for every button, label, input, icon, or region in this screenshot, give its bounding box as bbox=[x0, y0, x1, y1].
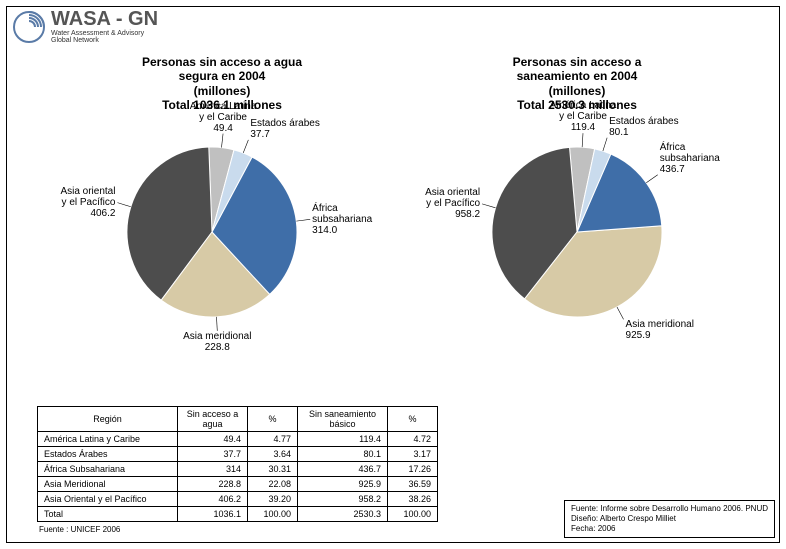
org-sub1: Water Assessment & Advisory bbox=[51, 30, 158, 37]
table-source: Fuente : UNICEF 2006 bbox=[39, 525, 120, 534]
table-row: Total1036.1100.002530.3100.00 bbox=[38, 507, 438, 522]
table-cell: 436.7 bbox=[298, 462, 388, 477]
table-cell: 38.26 bbox=[388, 492, 438, 507]
table-header: Región bbox=[38, 407, 178, 432]
org-name: WASA - GN bbox=[51, 9, 158, 30]
table-cell: 958.2 bbox=[298, 492, 388, 507]
table-row: Estados Árabes37.73.6480.13.17 bbox=[38, 447, 438, 462]
table-cell: 22.08 bbox=[248, 477, 298, 492]
table-header: Sin acceso a agua bbox=[178, 407, 248, 432]
table-cell: 4.77 bbox=[248, 432, 298, 447]
slice-label-arab: Estados árabes80.1 bbox=[609, 116, 679, 138]
table-header: % bbox=[388, 407, 438, 432]
table-cell: 1036.1 bbox=[178, 507, 248, 522]
credit-source: Fuente: Informe sobre Desarrollo Humano … bbox=[571, 504, 768, 514]
table-header: Sin saneamiento básico bbox=[298, 407, 388, 432]
org-sub2: Global Network bbox=[51, 37, 158, 44]
table-row: Asia Oriental y el Pacífico406.239.20958… bbox=[38, 492, 438, 507]
table-row: América Latina y Caribe49.44.77119.44.72 bbox=[38, 432, 438, 447]
pie-water: América Latinay el Caribe49.4Asia orient… bbox=[47, 117, 377, 357]
table-cell: 30.31 bbox=[248, 462, 298, 477]
table-cell: 36.59 bbox=[388, 477, 438, 492]
table-cell: 100.00 bbox=[388, 507, 438, 522]
table-cell: 925.9 bbox=[298, 477, 388, 492]
slice-label-eap: Asia orientaly el Pacífico958.2 bbox=[390, 187, 480, 220]
table-cell: Asia Oriental y el Pacífico bbox=[38, 492, 178, 507]
table-cell: 3.64 bbox=[248, 447, 298, 462]
table-cell: 37.7 bbox=[178, 447, 248, 462]
table-cell: 406.2 bbox=[178, 492, 248, 507]
slice-label-sasia: Asia meridional925.9 bbox=[626, 319, 694, 341]
slice-label-sasia: Asia meridional228.8 bbox=[172, 331, 262, 353]
slice-label-arab: Estados árabes37.7 bbox=[250, 118, 320, 140]
table-cell: 228.8 bbox=[178, 477, 248, 492]
table-cell: África Subsahariana bbox=[38, 462, 178, 477]
pie-svg bbox=[47, 117, 377, 357]
slice-label-eap: Asia orientaly el Pacífico406.2 bbox=[25, 186, 115, 219]
slice-label-ssa: Áfricasubsahariana436.7 bbox=[660, 142, 720, 175]
table-cell: 119.4 bbox=[298, 432, 388, 447]
table-row: Asia Meridional228.822.08925.936.59 bbox=[38, 477, 438, 492]
org-logo: WASA - GN Water Assessment & Advisory Gl… bbox=[11, 9, 158, 45]
credit-design: Diseño: Alberto Crespo Milliet bbox=[571, 514, 768, 524]
data-table: RegiónSin acceso a agua%Sin saneamiento … bbox=[37, 406, 438, 522]
table-cell: 17.26 bbox=[388, 462, 438, 477]
table-cell: 2530.3 bbox=[298, 507, 388, 522]
table-cell: Total bbox=[38, 507, 178, 522]
table-cell: 49.4 bbox=[178, 432, 248, 447]
credit-date: Fecha: 2006 bbox=[571, 524, 768, 534]
table-cell: 39.20 bbox=[248, 492, 298, 507]
table-cell: Estados Árabes bbox=[38, 447, 178, 462]
table-cell: 80.1 bbox=[298, 447, 388, 462]
table-header: % bbox=[248, 407, 298, 432]
table-cell: 4.72 bbox=[388, 432, 438, 447]
credit-box: Fuente: Informe sobre Desarrollo Humano … bbox=[564, 500, 775, 538]
pie-sanitation: América Latinay el Caribe119.4Asia orien… bbox=[407, 117, 747, 357]
table-cell: 3.17 bbox=[388, 447, 438, 462]
table-row: África Subsahariana31430.31436.717.26 bbox=[38, 462, 438, 477]
table-cell: Asia Meridional bbox=[38, 477, 178, 492]
outer-frame: WASA - GN Water Assessment & Advisory Gl… bbox=[6, 6, 780, 543]
table-cell: 314 bbox=[178, 462, 248, 477]
table-cell: 100.00 bbox=[248, 507, 298, 522]
table-cell: América Latina y Caribe bbox=[38, 432, 178, 447]
slice-label-ssa: Áfricasubsahariana314.0 bbox=[312, 203, 372, 236]
swirl-icon bbox=[11, 9, 47, 45]
